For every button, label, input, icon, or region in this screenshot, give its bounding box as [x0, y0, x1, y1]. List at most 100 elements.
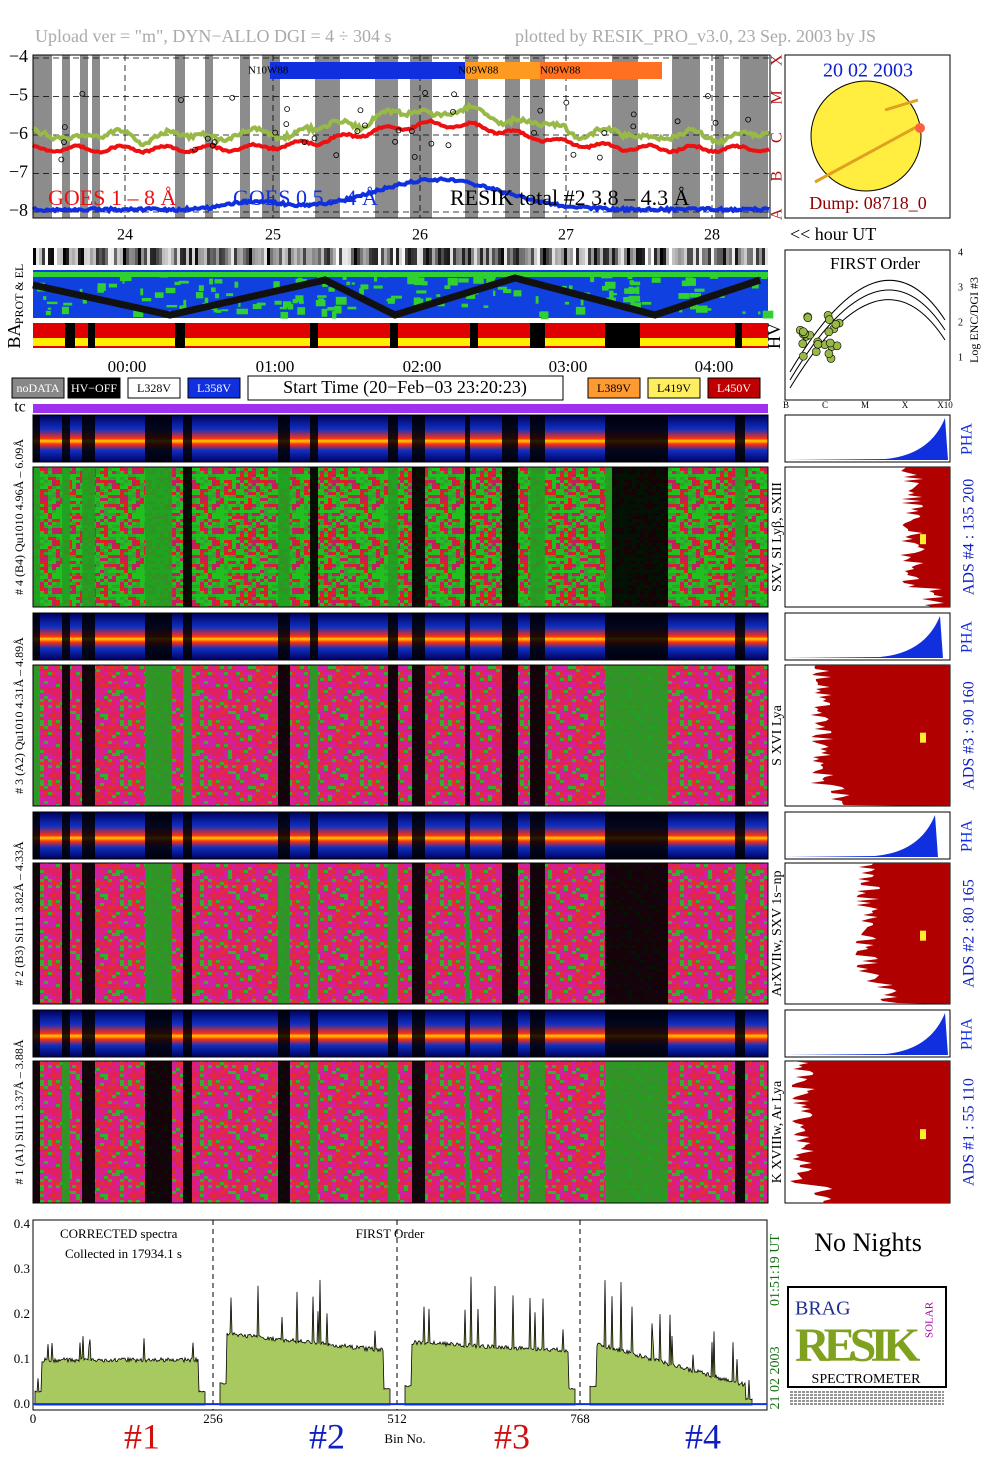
gray-strip	[477, 248, 480, 265]
gray-strip	[243, 248, 246, 265]
pha-gap	[605, 613, 612, 660]
prot-noise	[421, 281, 428, 286]
dot	[428, 140, 435, 147]
gray-strip	[129, 248, 132, 265]
prot-noise	[742, 311, 746, 314]
prot-noise	[317, 295, 327, 298]
label: 0.1	[14, 1351, 30, 1366]
pha-gap	[502, 415, 518, 462]
gray-strip	[369, 248, 372, 265]
gray-strip	[450, 248, 453, 265]
gray-strip	[549, 248, 552, 265]
gray-strip	[615, 248, 618, 265]
gray-strip	[285, 248, 288, 265]
gray-strip	[636, 248, 639, 265]
label: 2	[958, 317, 963, 328]
dot	[445, 142, 452, 149]
night-band	[410, 55, 432, 218]
ba-gap	[310, 323, 318, 348]
gray-strip	[336, 248, 339, 265]
gray-strip	[45, 248, 48, 265]
spec-gap	[735, 467, 745, 607]
gray-strip	[225, 248, 228, 265]
spec-gap	[310, 1061, 318, 1203]
spec-gap	[530, 467, 545, 607]
label: PHA	[959, 820, 976, 852]
zigzag	[32, 274, 762, 319]
spec-gap	[278, 1061, 290, 1203]
label: L389V	[597, 381, 631, 395]
gray-strip	[195, 248, 198, 265]
gray-strip	[558, 248, 561, 265]
ba-yellow	[33, 338, 768, 346]
pha-gap	[388, 812, 398, 859]
pha-gap	[82, 1010, 95, 1057]
prot-noise	[414, 277, 425, 286]
goes-short	[31, 176, 770, 215]
dot	[451, 91, 457, 98]
ba-gap	[88, 323, 95, 348]
label: −4	[9, 46, 28, 66]
gray-strip	[138, 248, 141, 265]
label: Dump: 08718_0	[809, 193, 927, 213]
gray-strip	[318, 248, 321, 265]
label: RESIK	[795, 1319, 920, 1372]
prot-noise	[154, 292, 164, 298]
gray-strip	[75, 248, 78, 265]
prot-noise	[292, 299, 298, 304]
arrow	[884, 98, 919, 112]
gray-strip	[417, 248, 420, 265]
gray-strip	[489, 248, 492, 265]
label: << hour UT	[790, 224, 876, 244]
prot-noise	[280, 311, 289, 319]
gray-strip	[690, 248, 693, 265]
legend-box	[587, 377, 641, 399]
legend-box	[187, 377, 241, 399]
gray-strip	[516, 248, 519, 265]
gray-strip	[504, 248, 507, 265]
label: tc	[14, 399, 26, 416]
gray-strip	[168, 248, 171, 265]
gray-strip	[264, 248, 267, 265]
dot	[283, 121, 290, 128]
pha-gap	[145, 613, 172, 660]
gray-strip	[747, 248, 750, 265]
night-band	[375, 55, 398, 218]
gray-strip	[108, 248, 111, 265]
region-bar	[540, 62, 662, 79]
gray-strip	[669, 248, 672, 265]
prot-noise	[689, 292, 701, 298]
ba-gap	[65, 323, 75, 348]
pha-gap	[278, 1010, 290, 1057]
gray-strip	[267, 248, 270, 265]
pha-gap	[412, 415, 425, 462]
prot-noise	[628, 286, 634, 294]
gray-strip	[756, 248, 759, 265]
gray-strip	[207, 248, 210, 265]
gray-strip	[270, 248, 273, 265]
gray-strip	[162, 248, 165, 265]
label: noDATA	[16, 381, 59, 395]
gray-strip	[399, 248, 402, 265]
gray-strip	[48, 248, 51, 265]
gray-strip	[276, 248, 279, 265]
goes-frame	[32, 54, 771, 219]
gray-strip	[405, 248, 408, 265]
prot-noise	[513, 290, 522, 297]
gray-strip	[618, 248, 621, 265]
gray-strip	[459, 248, 462, 265]
label: RESIK total #2 3.8 – 4.3 Å	[450, 185, 690, 210]
legend-box	[127, 377, 181, 399]
gray-strip	[699, 248, 702, 265]
gray-strip	[354, 248, 357, 265]
pha-gap	[183, 1010, 192, 1057]
gray-strip	[141, 248, 144, 265]
spec-gap	[183, 1061, 192, 1203]
gray-strip	[762, 248, 765, 265]
prot-noise	[43, 296, 47, 300]
prot-noise	[629, 280, 634, 285]
gray-strip	[606, 248, 609, 265]
gray-strip	[54, 248, 57, 265]
label: BRAG	[795, 1298, 851, 1320]
